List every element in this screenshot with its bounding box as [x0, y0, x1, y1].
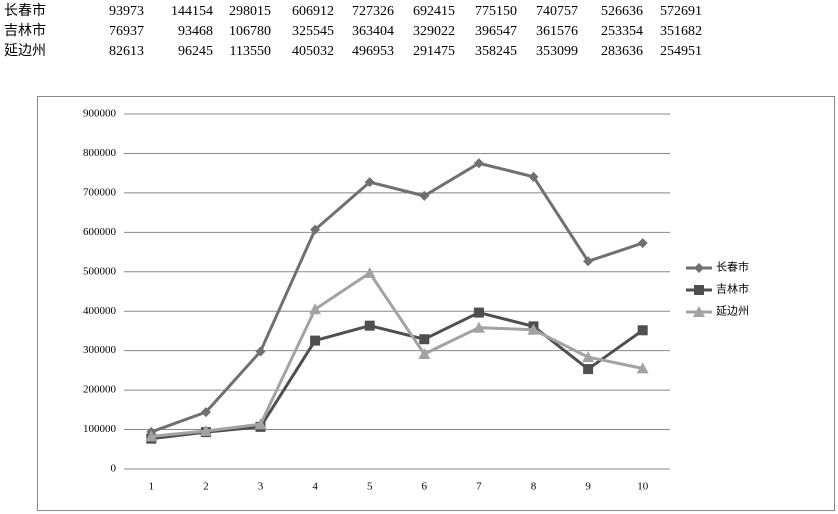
x-tick-label: 7 [476, 481, 482, 493]
data-point [472, 321, 485, 333]
chart-frame [37, 96, 835, 511]
y-tick-label: 400000 [83, 305, 117, 317]
table-cell: 526636 [601, 4, 643, 19]
table-cell: 572691 [660, 4, 702, 19]
y-tick-label: 200000 [83, 384, 117, 396]
table-row-label: 吉林市 [4, 22, 46, 39]
table-cell: 291475 [413, 44, 455, 59]
data-point [583, 364, 594, 375]
table-cell: 358245 [475, 44, 517, 59]
table-cell: 93973 [109, 4, 144, 19]
data-point [418, 348, 431, 360]
y-tick-label: 500000 [83, 265, 117, 277]
data-point [419, 334, 430, 345]
data-point [583, 256, 594, 267]
table-row-label: 延边州 [4, 43, 46, 59]
legend-marker [694, 263, 704, 273]
data-point [473, 307, 484, 318]
y-tick-label: 600000 [83, 226, 117, 238]
table-cell: 405032 [292, 44, 334, 59]
table-row-label: 长春市 [4, 2, 46, 19]
table-cell: 496953 [352, 44, 394, 59]
table-cell: 363404 [352, 24, 394, 39]
data-point [310, 335, 321, 346]
data-point [310, 224, 321, 235]
data-point [527, 323, 540, 335]
legend-label: 长春市 [716, 260, 749, 274]
table-cell: 740757 [536, 4, 578, 19]
x-tick-label: 9 [585, 481, 591, 493]
data-point [199, 425, 212, 437]
table-cell: 144154 [171, 4, 213, 19]
y-tick-label: 100000 [83, 423, 117, 435]
y-tick-label: 800000 [83, 147, 117, 159]
table-cell: 93468 [178, 24, 213, 39]
y-tick-label: 900000 [83, 108, 117, 120]
data-point [419, 190, 430, 201]
legend-label: 延边州 [716, 305, 749, 318]
table-cell: 361576 [536, 24, 578, 39]
table-cell: 106780 [229, 24, 271, 39]
table-cell: 113550 [230, 44, 271, 59]
table-cell: 727326 [352, 4, 394, 19]
data-point [200, 407, 211, 418]
y-tick-label: 700000 [83, 186, 117, 198]
y-tick-label: 300000 [83, 344, 117, 356]
x-tick-label: 1 [149, 481, 155, 493]
y-tick-label: 0 [111, 463, 117, 475]
series-line [150, 161, 644, 434]
data-point [364, 177, 375, 188]
legend-marker [694, 285, 704, 295]
table-cell: 351682 [660, 24, 702, 39]
table-cell: 283636 [601, 44, 643, 59]
data-point [309, 303, 322, 315]
legend-label: 吉林市 [716, 282, 749, 296]
data-point [364, 320, 375, 331]
table-cell: 82613 [109, 44, 144, 59]
series-line [151, 270, 644, 438]
table-cell: 253354 [601, 24, 643, 39]
x-tick-label: 3 [258, 481, 264, 493]
table-cell: 396547 [475, 24, 517, 39]
data-point [145, 430, 158, 442]
data-point [582, 351, 595, 363]
table-cell: 254951 [660, 44, 702, 59]
data-point [637, 238, 648, 249]
data-point [363, 266, 376, 278]
x-tick-label: 8 [531, 481, 537, 493]
table-cell: 775150 [475, 4, 517, 19]
table-cell: 606912 [292, 4, 334, 19]
data-point [528, 171, 539, 182]
x-tick-label: 5 [367, 481, 373, 493]
table-cell: 692415 [413, 4, 455, 19]
x-tick-label: 4 [312, 481, 318, 493]
x-tick-label: 6 [422, 481, 428, 493]
data-point [255, 346, 266, 357]
table-cell: 298015 [229, 4, 271, 19]
data-point [254, 418, 267, 430]
data-point [637, 325, 648, 336]
series-line [151, 310, 644, 441]
table-cell: 325545 [292, 24, 334, 39]
x-tick-label: 2 [203, 481, 209, 493]
data-point [636, 362, 649, 374]
table-cell: 76937 [109, 24, 144, 39]
x-tick-label: 10 [637, 481, 649, 493]
table-cell: 329022 [413, 24, 455, 39]
data-point [473, 158, 484, 169]
legend-marker [693, 306, 705, 317]
table-cell: 96245 [178, 44, 213, 59]
table-cell: 353099 [536, 44, 578, 59]
